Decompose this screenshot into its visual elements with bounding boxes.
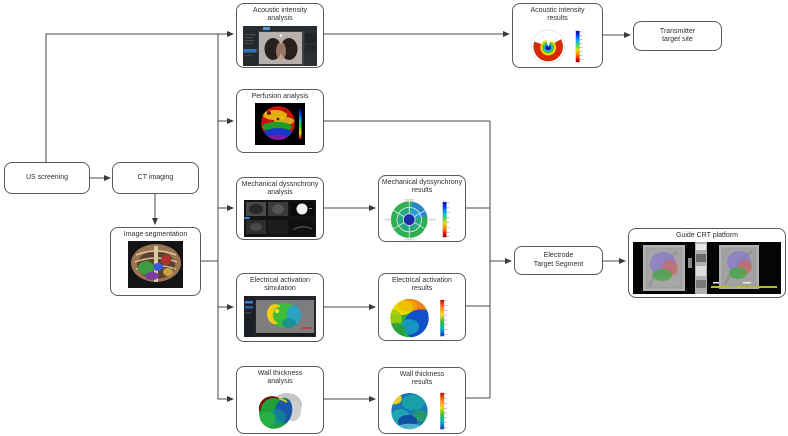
node-label: Acoustic intensity analysis bbox=[252, 7, 308, 23]
acoustic-polar-plot bbox=[530, 29, 583, 64]
node-electrical-activation-simulation: Electrical activation simulation bbox=[236, 273, 324, 342]
node-perfusion-analysis: Perfusion analysis bbox=[236, 89, 324, 153]
node-electrical-activation-results: Electrical activation results bbox=[378, 273, 466, 341]
node-label: CT imaging bbox=[137, 173, 174, 181]
wall-thickness-3d-heart bbox=[259, 392, 302, 429]
node-image-segmentation: Image segmentation bbox=[110, 227, 201, 296]
node-label: Electrical activation results bbox=[392, 277, 452, 293]
node-mechanical-dyssynchrony-results: Mechanical dyssynchrony results bbox=[378, 175, 466, 242]
perfusion-map-image bbox=[255, 103, 305, 146]
node-guide-crt-platform: Guide CRT platform bbox=[628, 228, 786, 298]
fluoroscopy-panels-image bbox=[633, 242, 781, 295]
node-wall-thickness-results: Wall thickness results bbox=[378, 367, 466, 434]
node-electrode-target-segment: Electrode Target Segment bbox=[514, 246, 603, 275]
node-label: Wall thickness results bbox=[399, 371, 445, 387]
dyssynchrony-analysis-screenshot bbox=[244, 199, 316, 237]
node-label: Electrode Target Segment bbox=[533, 252, 584, 268]
node-mechanical-dyssynchrony-analysis: Mechanical dyssnchrony analysis bbox=[236, 177, 324, 240]
node-label: Acoustic intensity results bbox=[530, 7, 585, 23]
node-label: Image segmentation bbox=[123, 231, 188, 238]
activation-simulation-screenshot bbox=[244, 295, 316, 337]
node-label: Perfusion analysis bbox=[251, 93, 309, 100]
node-label: Mechanical dyssnchrony analysis bbox=[241, 181, 319, 197]
bullseye-segment-plot bbox=[384, 198, 450, 241]
node-label: US screening bbox=[25, 173, 69, 181]
node-label: Electrical activation simulation bbox=[250, 277, 310, 293]
node-acoustic-intensity-results: Acoustic intensity results bbox=[512, 3, 603, 68]
edge-us_screening-to-acoustic_analysis bbox=[45, 31, 234, 162]
node-wall-thickness-analysis: Wall thickness analysis bbox=[236, 366, 324, 434]
acoustic-analysis-screenshot bbox=[243, 25, 317, 66]
node-ct-imaging: CT imaging bbox=[112, 162, 199, 194]
node-transmitter-target-site: Transmitter target site bbox=[633, 21, 722, 51]
ct-segmentation-image bbox=[128, 241, 183, 289]
node-us-screening: US screening bbox=[4, 162, 90, 194]
node-acoustic-intensity-analysis: Acoustic intensity analysis bbox=[236, 3, 324, 68]
activation-polar-map bbox=[386, 298, 447, 338]
node-label: Wall thickness analysis bbox=[257, 370, 303, 386]
node-label: Mechanical dyssynchrony results bbox=[381, 179, 463, 195]
node-label: Transmitter target site bbox=[659, 27, 696, 43]
node-label: Guide CRT platform bbox=[676, 232, 738, 239]
wall-thickness-polar-map bbox=[386, 392, 447, 430]
